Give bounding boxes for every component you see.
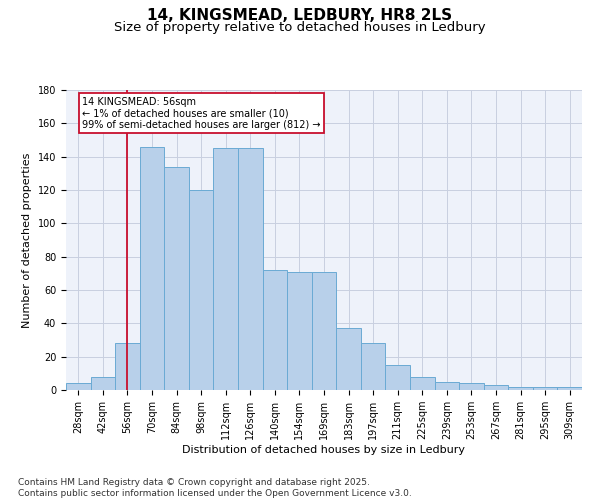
Bar <box>434 382 459 390</box>
Bar <box>533 386 557 390</box>
Bar <box>140 146 164 390</box>
Bar <box>557 386 582 390</box>
Bar <box>459 384 484 390</box>
Bar <box>238 148 263 390</box>
Bar <box>115 344 140 390</box>
Y-axis label: Number of detached properties: Number of detached properties <box>22 152 32 328</box>
Bar <box>508 386 533 390</box>
Bar <box>312 272 336 390</box>
Bar <box>336 328 361 390</box>
Bar <box>287 272 312 390</box>
Bar <box>189 190 214 390</box>
Bar <box>361 344 385 390</box>
Text: Contains HM Land Registry data © Crown copyright and database right 2025.
Contai: Contains HM Land Registry data © Crown c… <box>18 478 412 498</box>
Bar <box>214 148 238 390</box>
Bar <box>66 384 91 390</box>
Bar <box>91 376 115 390</box>
Text: 14 KINGSMEAD: 56sqm
← 1% of detached houses are smaller (10)
99% of semi-detache: 14 KINGSMEAD: 56sqm ← 1% of detached hou… <box>82 96 320 130</box>
Bar <box>410 376 434 390</box>
X-axis label: Distribution of detached houses by size in Ledbury: Distribution of detached houses by size … <box>182 445 466 455</box>
Text: 14, KINGSMEAD, LEDBURY, HR8 2LS: 14, KINGSMEAD, LEDBURY, HR8 2LS <box>148 8 452 22</box>
Bar <box>484 385 508 390</box>
Bar <box>263 270 287 390</box>
Text: Size of property relative to detached houses in Ledbury: Size of property relative to detached ho… <box>114 22 486 35</box>
Bar <box>385 365 410 390</box>
Bar <box>164 166 189 390</box>
